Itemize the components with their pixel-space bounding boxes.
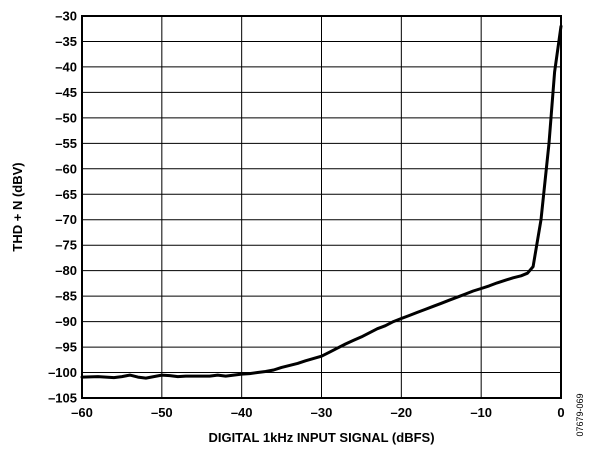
y-tick-label: –60: [55, 161, 77, 176]
series-line: [80, 24, 563, 380]
y-tick-label: –35: [55, 34, 77, 49]
y-axis-label: THD + N (dBV): [10, 162, 25, 251]
y-tick-label: –50: [55, 110, 77, 125]
grid-lines: [81, 15, 562, 399]
plot-frame: [81, 15, 562, 399]
y-tick-label: –30: [55, 9, 77, 24]
x-tick-label: –10: [470, 405, 492, 420]
x-tick-label: –20: [390, 405, 412, 420]
x-tick-label: 0: [557, 405, 564, 420]
y-tick-label: –80: [55, 263, 77, 278]
series-group: [80, 24, 563, 380]
y-axis-tick-labels: –30 –35 –40 –45 –50 –55 –60 –65 –70 –75 –80 –85 –90 –…: [48, 9, 77, 406]
x-tick-label: –50: [151, 405, 173, 420]
y-tick-label: –45: [55, 85, 77, 100]
x-tick-label: –40: [231, 405, 253, 420]
figure-id: 07679-069: [575, 393, 585, 436]
x-tick-label: –30: [311, 405, 333, 420]
y-tick-label: –85: [55, 289, 77, 304]
y-tick-label: –75: [55, 238, 77, 253]
y-tick-label: –40: [55, 59, 77, 74]
y-tick-label: –90: [55, 314, 77, 329]
x-tick-label: –60: [71, 405, 93, 420]
y-tick-label: –95: [55, 340, 77, 355]
x-axis-label: DIGITAL 1kHz INPUT SIGNAL (dBFS): [208, 430, 434, 445]
y-tick-label: –65: [55, 187, 77, 202]
y-tick-label: –100: [48, 365, 77, 380]
y-tick-label: –55: [55, 136, 77, 151]
x-axis-tick-labels: –60 –50 –40 –30 –20 –10 0: [71, 405, 564, 420]
y-tick-label: –105: [48, 391, 77, 406]
y-tick-label: –70: [55, 212, 77, 227]
